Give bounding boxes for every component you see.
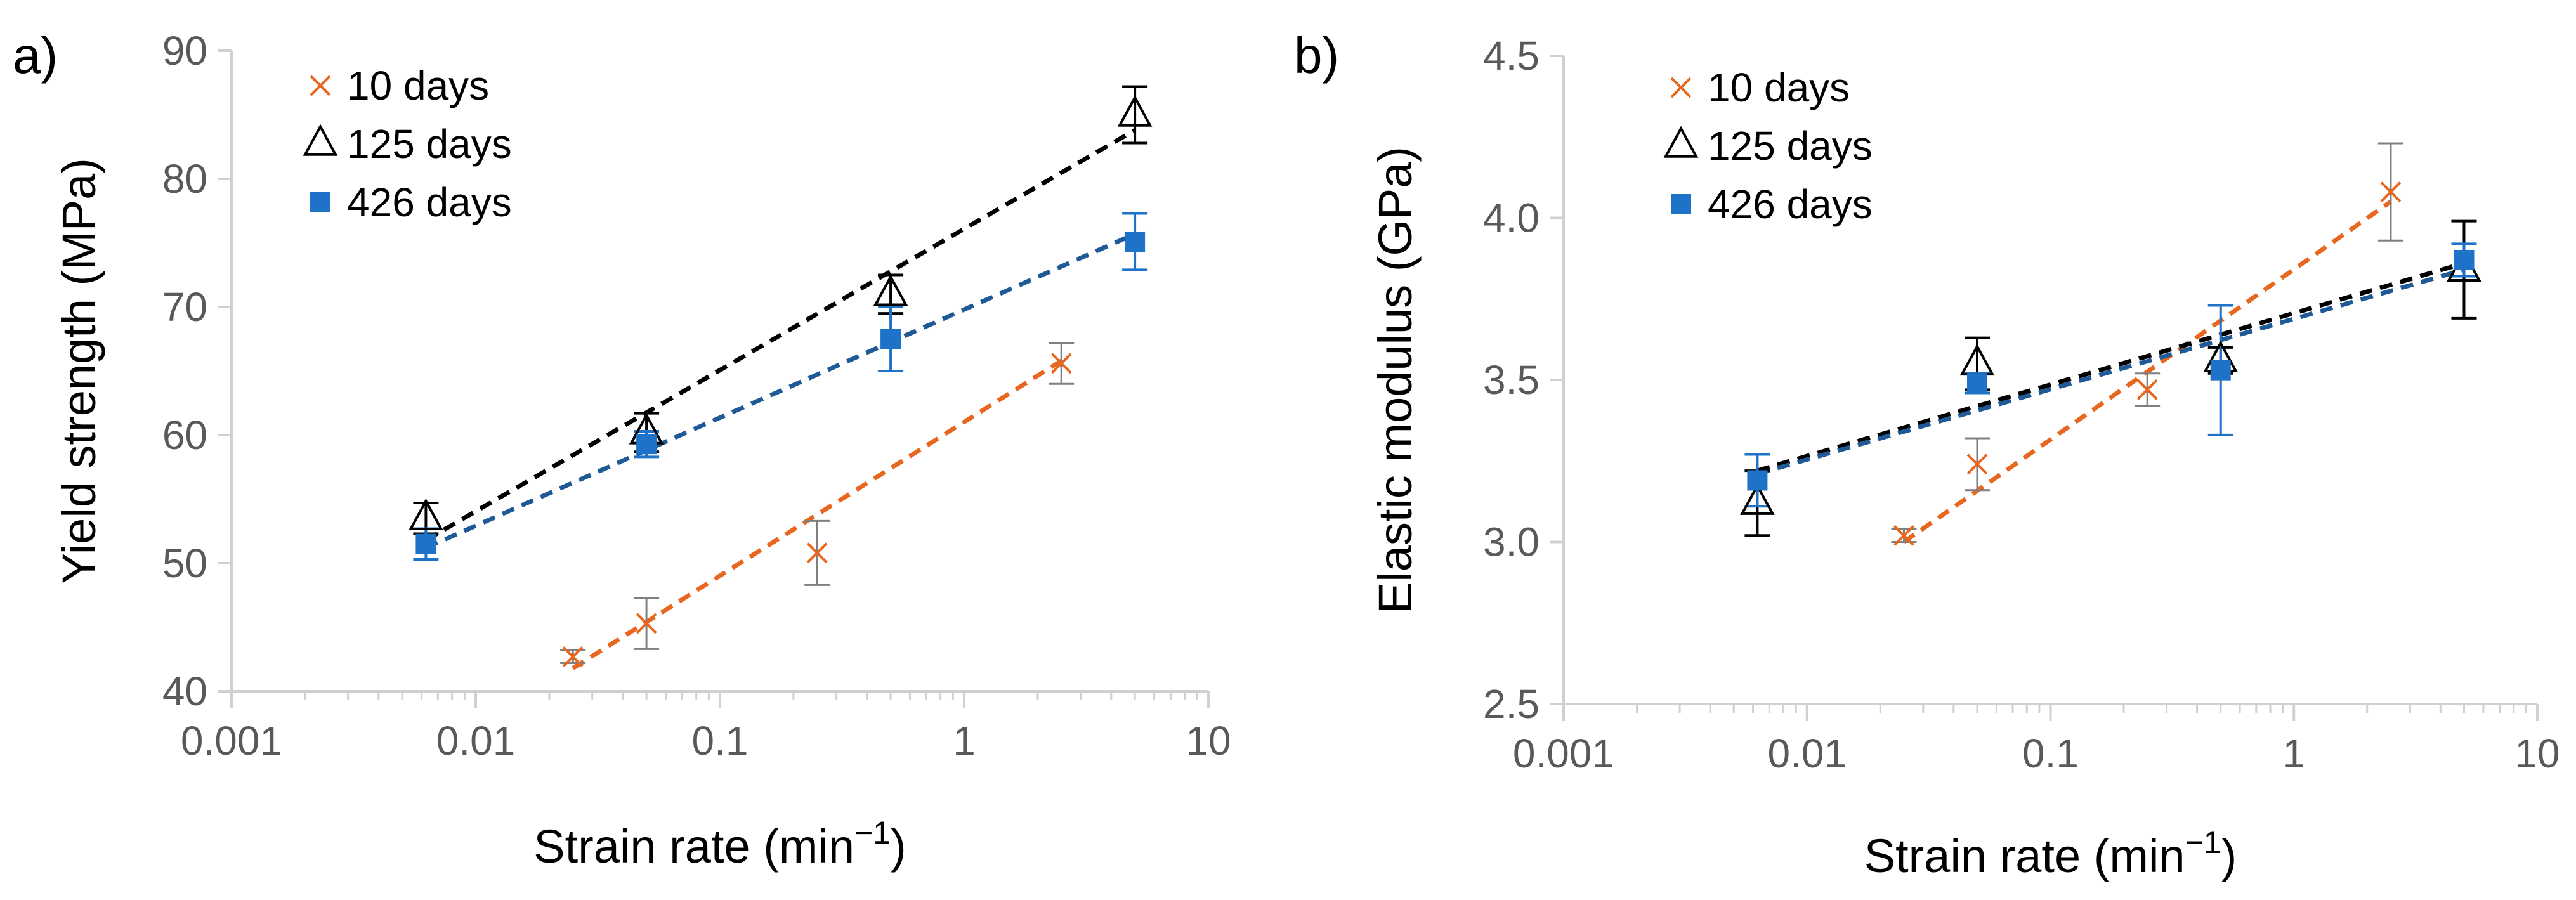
trendline-426-days xyxy=(1756,267,2465,476)
legend-marker-426-days xyxy=(310,192,330,212)
data-point-10-days xyxy=(2380,181,2402,203)
data-point-426-days xyxy=(1747,470,1768,491)
panel-label: a) xyxy=(13,27,58,84)
y-tick-label: 3.5 xyxy=(1483,357,1540,403)
legend-label: 426 days xyxy=(1708,181,1873,227)
legend-item: 125 days xyxy=(303,121,512,167)
x-axis-title-end: ) xyxy=(891,820,906,873)
legend-label: 125 days xyxy=(1708,123,1873,169)
trendline-125-days xyxy=(1756,261,2465,473)
y-axis-title: Yield strength (MPa) xyxy=(53,158,105,584)
data-point-426-days xyxy=(415,533,436,554)
legend-marker-10-days xyxy=(1670,77,1692,98)
legend-marker-125-days xyxy=(303,124,338,156)
x-axis-title-text: Strain rate (min xyxy=(1864,830,2185,882)
trendline-125-days xyxy=(424,128,1136,542)
y-tick-label: 4.0 xyxy=(1483,195,1540,241)
data-point-125-days xyxy=(409,498,443,531)
x-tick-label: 0.1 xyxy=(2022,731,2079,776)
legend-item: 426 days xyxy=(310,179,512,225)
x-tick-label: 0.001 xyxy=(1513,731,1614,776)
data-point-10-days xyxy=(2136,379,2158,400)
x-tick-label: 0.01 xyxy=(436,718,516,764)
x-axis-title-end: ) xyxy=(2221,830,2237,882)
legend-item: 10 days xyxy=(1670,65,1850,110)
data-point-10-days xyxy=(1966,453,1988,475)
x-tick-label: 0.001 xyxy=(181,718,282,764)
x-tick-label: 0.1 xyxy=(692,718,749,764)
x-tick-label: 0.01 xyxy=(1767,731,1847,776)
y-tick-label: 40 xyxy=(162,668,207,714)
data-point-426-days xyxy=(1125,231,1146,252)
data-point-125-days xyxy=(1740,483,1775,515)
y-tick-label: 3.0 xyxy=(1483,519,1540,565)
chart-panel-2: 2.5 3.0 3.5 4.0 4.5 0.001 0.01 0.1 1 10 Strain rat… xyxy=(1294,27,2560,882)
trendline-426-days xyxy=(424,232,1136,550)
x-axis-title-exponent: −1 xyxy=(2185,825,2221,860)
x-axis-title-text: Strain rate (min xyxy=(533,820,854,873)
legend: 10 days 125 days 426 days xyxy=(1663,65,1873,227)
data-point-426-days xyxy=(880,329,901,349)
data-point-10-days xyxy=(806,542,828,564)
legend-label: 10 days xyxy=(347,63,489,108)
legend-marker-125-days xyxy=(1663,126,1699,158)
y-tick-label: 80 xyxy=(162,156,207,202)
legend-label: 10 days xyxy=(1708,65,1850,110)
trendline-10-days xyxy=(1902,200,2392,544)
y-tick-label: 70 xyxy=(162,284,207,330)
x-axis-title: Strain rate (min−1) xyxy=(533,815,906,873)
data-point-426-days xyxy=(1966,373,1987,394)
data-point-10-days xyxy=(1893,525,1914,546)
legend-label: 426 days xyxy=(347,179,512,225)
data-point-426-days xyxy=(636,434,657,455)
legend-label: 125 days xyxy=(347,121,512,167)
x-tick-label: 10 xyxy=(1186,718,1231,764)
x-tick-label: 1 xyxy=(2282,731,2305,776)
legend-marker-426-days xyxy=(1671,194,1691,214)
legend: 10 days 125 days 426 days xyxy=(303,63,512,225)
x-tick-label: 10 xyxy=(2514,731,2560,776)
data-point-10-days xyxy=(562,646,584,667)
legend-item: 10 days xyxy=(310,63,489,108)
y-axis-title: Elastic modulus (GPa) xyxy=(1369,147,1422,613)
y-tick-label: 60 xyxy=(162,412,207,458)
legend-item: 125 days xyxy=(1663,123,1873,169)
legend-item: 426 days xyxy=(1671,181,1873,227)
y-tick-label: 90 xyxy=(162,28,207,74)
legend-marker-10-days xyxy=(310,75,331,96)
data-point-426-days xyxy=(2210,360,2231,381)
data-point-10-days xyxy=(636,613,657,634)
y-tick-label: 2.5 xyxy=(1483,681,1540,727)
x-tick-label: 1 xyxy=(953,718,976,764)
y-tick-label: 4.5 xyxy=(1483,33,1540,79)
data-point-10-days xyxy=(1050,353,1072,374)
data-point-426-days xyxy=(2454,249,2475,270)
data-point-125-days xyxy=(1117,95,1153,127)
x-axis-title: Strain rate (min−1) xyxy=(1864,825,2237,882)
data-point-125-days xyxy=(873,274,908,306)
panel-label: b) xyxy=(1294,27,1339,84)
x-axis-title-exponent: −1 xyxy=(854,815,891,851)
y-tick-label: 50 xyxy=(162,540,207,586)
chart-panel-1: 40 50 60 70 80 90 0.001 0.01 0.1 1 10 Strain rate (… xyxy=(13,27,1231,873)
